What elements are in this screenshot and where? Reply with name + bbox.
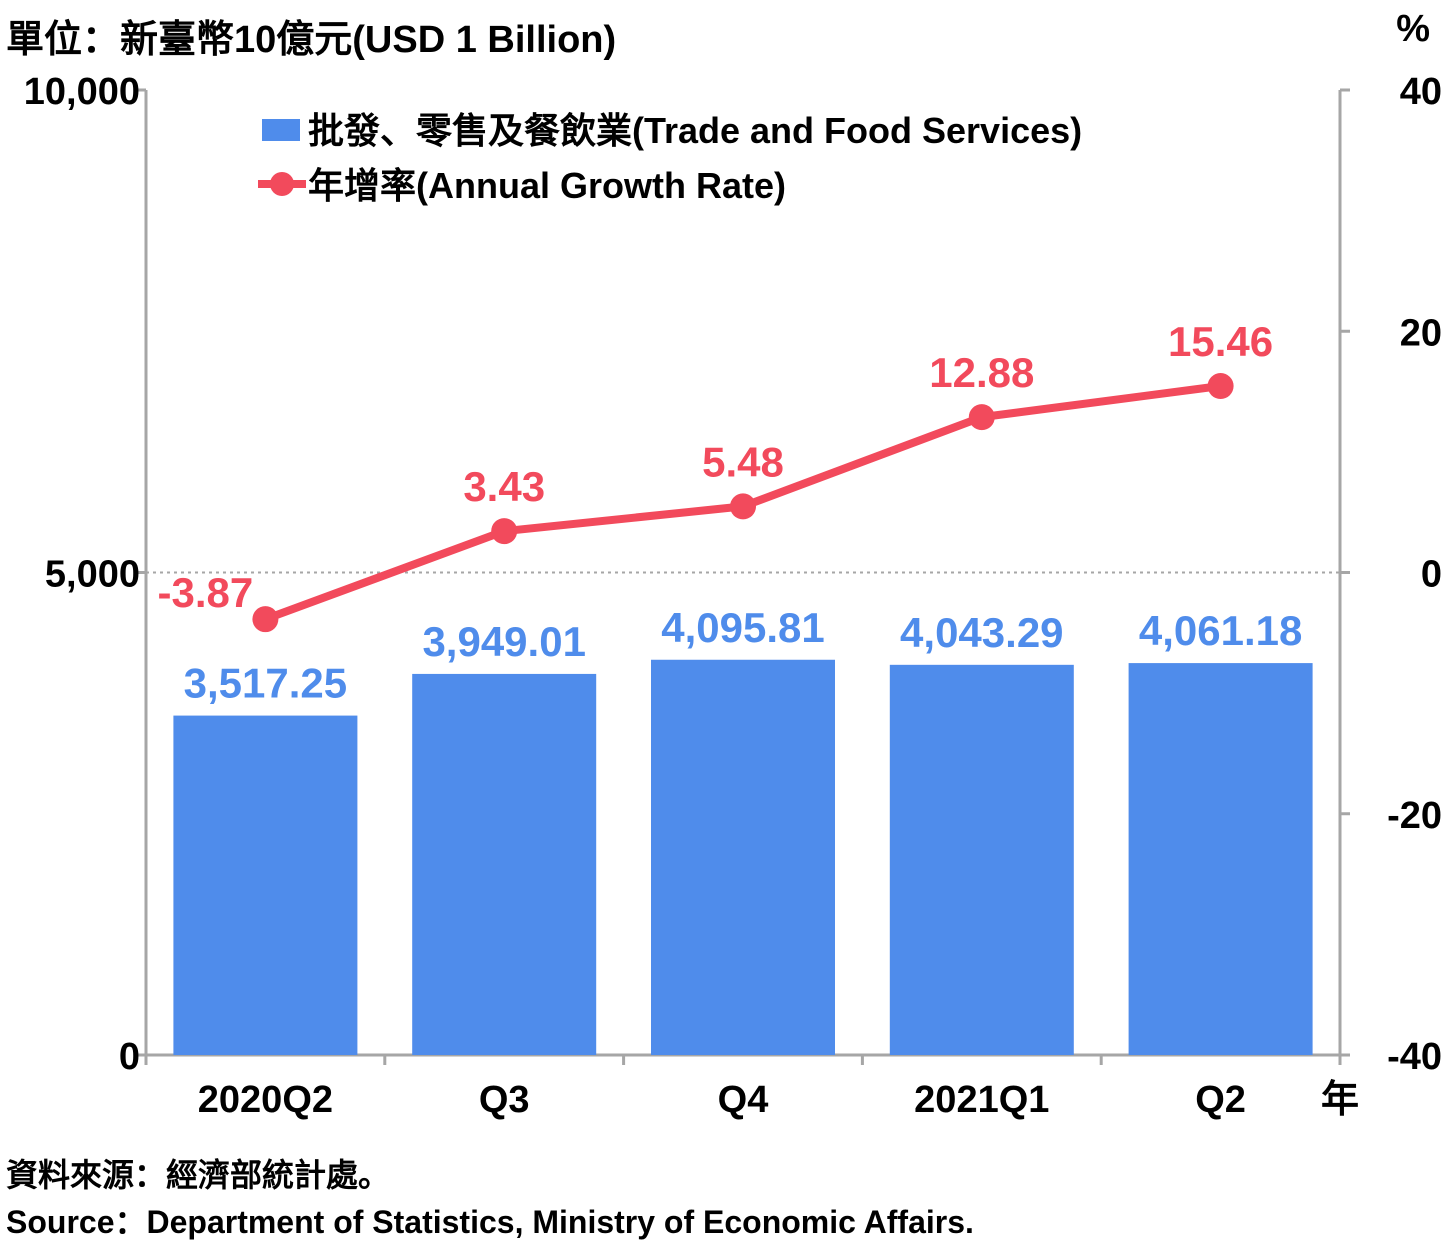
bar-2021Q1	[889, 664, 1074, 1055]
source-note-en: Source：Department of Statistics, Ministr…	[6, 1204, 974, 1240]
bar-2020Q2	[173, 715, 358, 1055]
bar-value-label: 4,043.29	[900, 609, 1064, 656]
bar-Q3	[412, 673, 597, 1055]
left-axis-unit: 單位：新臺幣10億元(USD 1 Billion)	[6, 19, 617, 61]
x-tick-label: 2020Q2	[198, 1079, 333, 1121]
right-axis-unit: %	[1396, 8, 1430, 50]
x-tick-label: Q2	[1195, 1079, 1246, 1121]
axis-tick-labels: 0 5,000 10,000 -40 -20 0 20 40 2020Q2 Q3 Q4 2021Q1 Q…	[24, 71, 1442, 1121]
growth-value-label: 15.46	[1168, 318, 1273, 365]
growth-value-label: 5.48	[702, 438, 784, 485]
left-tick-label: 5,000	[45, 554, 140, 596]
x-tick-label: Q4	[718, 1079, 769, 1121]
growth-point-Q4	[730, 493, 756, 520]
right-tick-label: 20	[1400, 312, 1442, 354]
bar-Q4	[651, 659, 835, 1055]
right-tick-label: -40	[1387, 1036, 1442, 1078]
growth-point-2021Q1	[968, 404, 995, 431]
bar-series	[173, 659, 1313, 1055]
right-tick-label: 40	[1400, 71, 1442, 113]
left-tick-label: 0	[119, 1036, 140, 1078]
bar-value-label: 3,517.25	[184, 660, 348, 707]
growth-line-series	[252, 373, 1234, 633]
x-tick-label: 2021Q1	[914, 1079, 1049, 1121]
bar-value-label: 4,061.18	[1139, 607, 1303, 654]
bar-value-label: 4,095.81	[661, 604, 825, 651]
right-tick-label: -20	[1387, 795, 1442, 837]
growth-point-Q3	[491, 518, 518, 545]
growth-point-Q2	[1207, 373, 1234, 400]
left-tick-label: 10,000	[24, 71, 140, 113]
bar-data-labels: 3,517.25 3,949.01 4,095.81 4,043.29 4,061.18	[184, 604, 1303, 707]
growth-value-label: 3.43	[463, 463, 545, 510]
bar-value-label: 3,949.01	[422, 618, 586, 665]
right-tick-label: 0	[1421, 554, 1442, 596]
growth-value-label: -3.87	[158, 569, 254, 616]
legend: 批發、零售及餐飲業(Trade and Food Services) 年增率(An…	[258, 110, 1082, 206]
x-axis-unit: 年	[1321, 1079, 1359, 1121]
source-note-zh: 資料來源：經濟部統計處。	[6, 1157, 391, 1193]
legend-line-label: 年增率(Annual Growth Rate)	[308, 165, 786, 206]
x-tick-label: Q3	[479, 1079, 530, 1121]
growth-data-labels: -3.87 3.43 5.48 12.88 15.46	[158, 318, 1274, 616]
bar-Q2	[1128, 663, 1313, 1055]
legend-bar-label: 批發、零售及餐飲業(Trade and Food Services)	[308, 110, 1082, 151]
legend-bar-swatch	[262, 119, 300, 141]
growth-value-label: 12.88	[929, 349, 1034, 396]
legend-line-marker	[270, 172, 294, 196]
growth-point-2020Q2	[252, 606, 279, 633]
